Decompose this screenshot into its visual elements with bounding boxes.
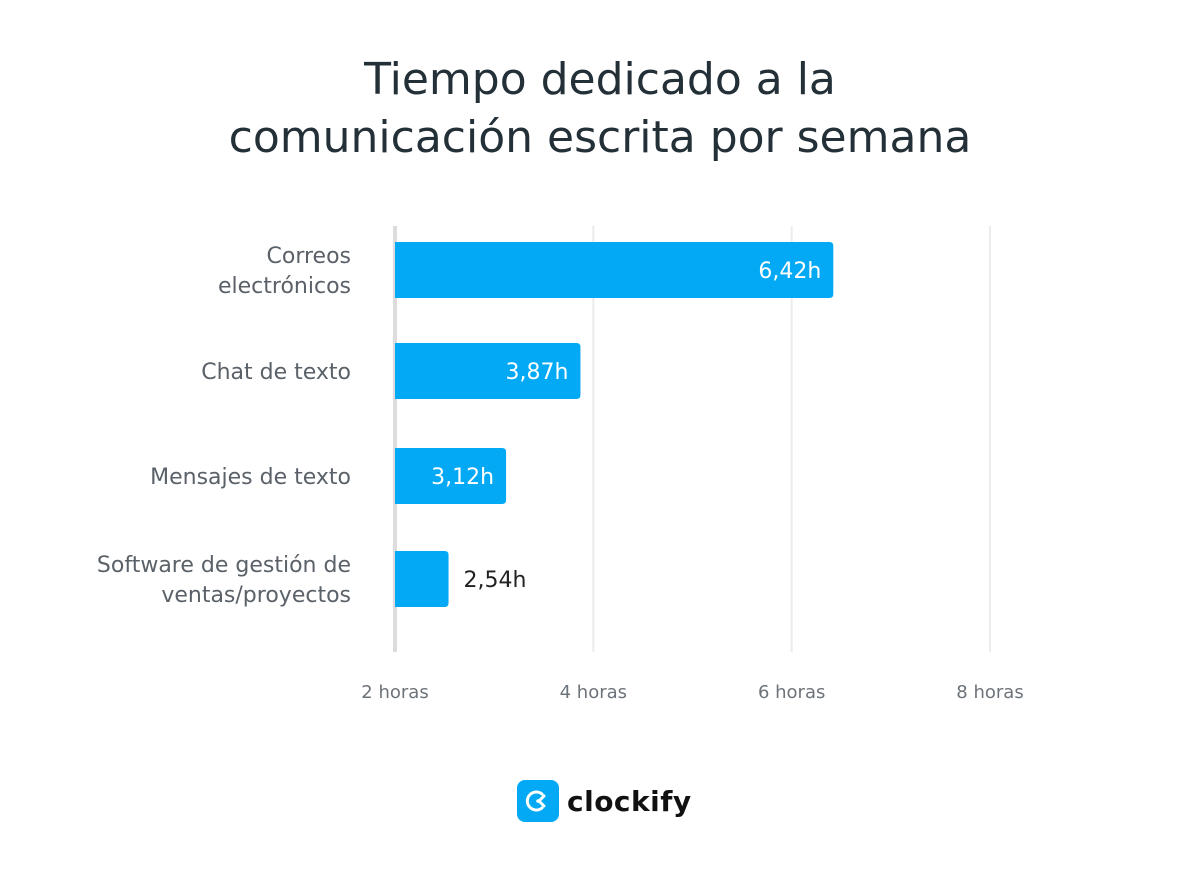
bar <box>395 448 507 504</box>
clockify-logo-icon <box>517 780 559 822</box>
x-tick-label: 4 horas <box>560 682 627 703</box>
bar <box>395 551 449 607</box>
x-tick-label: 6 horas <box>758 682 825 703</box>
category-label: electrónicos <box>218 274 351 299</box>
clockify-logo: clockify <box>517 780 692 822</box>
data-label: 2,54h <box>464 568 527 593</box>
data-label: 3,87h <box>506 360 569 385</box>
category-label: Chat de texto <box>201 360 351 385</box>
x-tick-label: 8 horas <box>956 682 1023 703</box>
chart-title-line-2: comunicación escrita por semana <box>228 112 972 163</box>
x-tick-label: 2 horas <box>361 682 428 703</box>
category-label: ventas/proyectos <box>161 583 351 608</box>
data-label: 3,12h <box>431 465 494 490</box>
clockify-wordmark: clockify <box>567 784 692 818</box>
chart-title-line-1: Tiempo dedicado a la <box>364 54 836 105</box>
category-label: Correos <box>267 244 352 269</box>
category-label: Software de gestión de <box>97 553 351 578</box>
bar <box>395 242 834 298</box>
category-label: Mensajes de texto <box>150 465 351 490</box>
data-label: 6,42h <box>758 259 821 284</box>
bar <box>395 343 581 399</box>
